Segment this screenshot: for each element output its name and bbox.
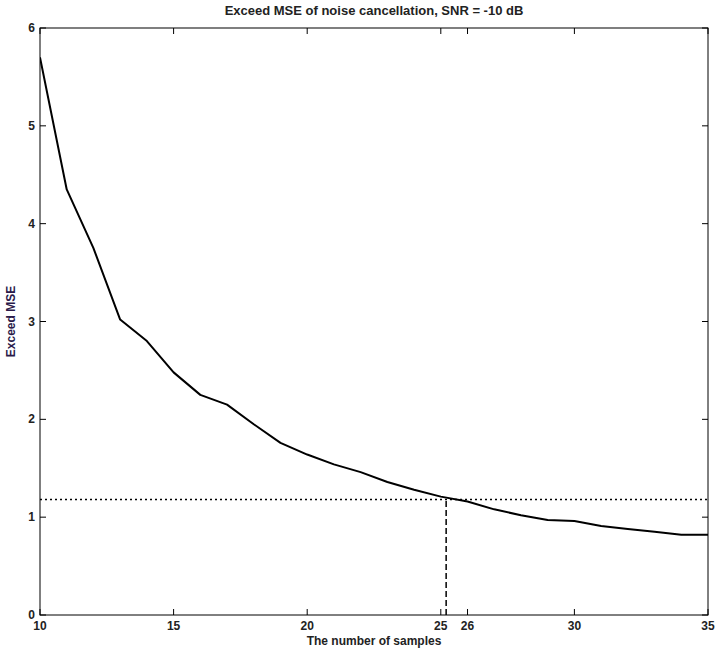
- x-axis-label: The number of samples: [307, 634, 442, 648]
- x-tick: [574, 609, 575, 615]
- y-tick-label: 2: [28, 412, 35, 426]
- y-tick: [40, 321, 46, 322]
- threshold-line: [40, 499, 708, 501]
- y-tick-right: [702, 125, 708, 126]
- x-tick-top: [307, 28, 308, 34]
- title: Exceed MSE of noise cancellation, SNR = …: [225, 3, 524, 18]
- y-tick-label: 6: [28, 21, 35, 35]
- x-tick-label: 20: [301, 619, 315, 633]
- y-tick: [40, 517, 46, 518]
- y-tick-label: 3: [28, 315, 35, 329]
- plot-area: [40, 28, 708, 615]
- y-tick: [40, 419, 46, 420]
- x-tick-label: 15: [167, 619, 181, 633]
- x-tick-label: 25: [434, 619, 448, 633]
- y-tick: [40, 125, 46, 126]
- y-tick-label: 0: [28, 608, 35, 622]
- x-tick: [467, 609, 468, 615]
- y-tick-right: [702, 517, 708, 518]
- data-line: [40, 57, 708, 534]
- y-tick: [40, 223, 46, 224]
- plot-frame: [40, 28, 708, 615]
- x-tick-label: 26: [461, 619, 475, 633]
- y-tick-label: 4: [28, 217, 35, 231]
- x-tick: [173, 609, 174, 615]
- y-tick-right: [702, 419, 708, 420]
- data-group: [40, 57, 708, 615]
- y-tick-right: [702, 223, 708, 224]
- x-tick-label: 35: [701, 619, 715, 633]
- y-axis-label: Exceed MSE: [4, 286, 18, 357]
- threshold-marker: [445, 500, 447, 615]
- x-tick: [307, 609, 308, 615]
- x-tick-top: [440, 28, 441, 34]
- x-tick: [440, 609, 441, 615]
- x-tick-top: [574, 28, 575, 34]
- chart: Exceed MSE of noise cancellation, SNR = …: [0, 0, 725, 648]
- x-tick-label: 30: [568, 619, 582, 633]
- x-tick-top: [467, 28, 468, 34]
- y-tick-right: [702, 321, 708, 322]
- x-tick-label: 10: [33, 619, 47, 633]
- y-tick-label: 5: [28, 119, 35, 133]
- y-tick-label: 1: [28, 510, 35, 524]
- x-tick-top: [173, 28, 174, 34]
